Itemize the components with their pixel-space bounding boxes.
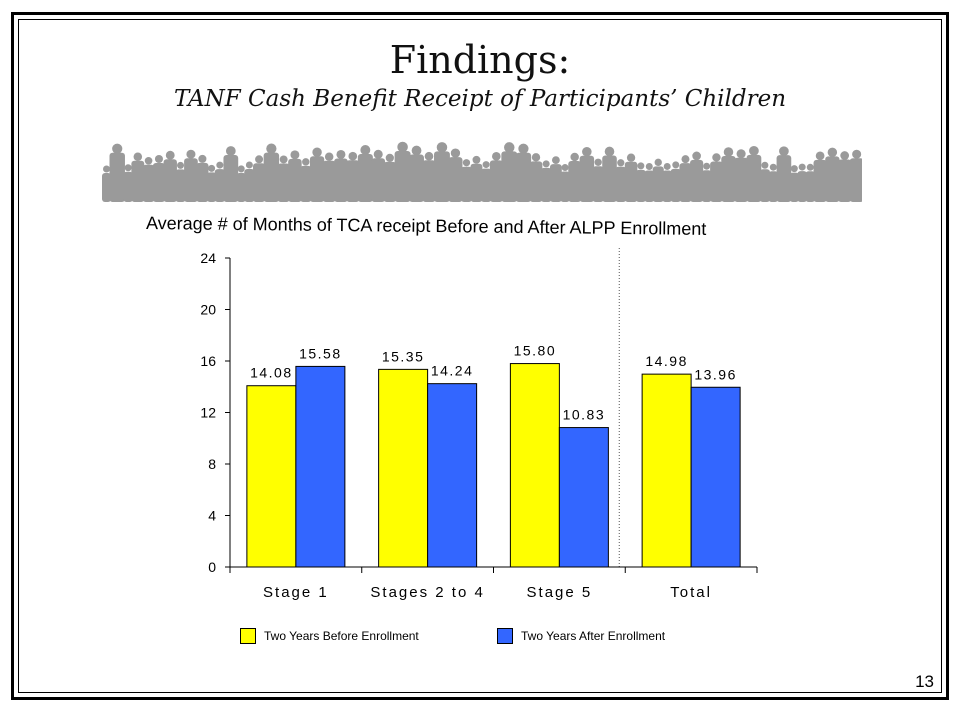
data-label: 15.80 [514,343,557,359]
y-tick-label: 8 [208,456,216,472]
y-tick-label: 4 [208,508,216,524]
bar-after [558,427,609,568]
legend-swatch-after [497,628,513,644]
data-label: 15.58 [299,345,342,361]
bar-after [690,386,741,568]
legend-label-before: Two Years Before Enrollment [264,629,419,643]
x-tick-label: Stage 1 [263,584,329,601]
slide-border-outer [11,12,949,700]
people-silhouette-banner [102,141,862,202]
data-label: 14.98 [645,353,688,369]
x-tick-label: Stages 2 to 4 [370,584,484,601]
data-label: 14.24 [431,363,474,379]
data-label: 10.83 [563,407,606,423]
bar-before [378,368,429,568]
y-tick-label: 12 [200,405,216,421]
x-tick-label: Stage 5 [527,584,593,601]
bar-before [509,363,560,568]
legend-item-after: Two Years After Enrollment [497,628,665,644]
silhouette-figures [102,141,862,202]
bar-before [246,385,297,568]
y-tick-label: 20 [200,302,216,318]
legend-item-before: Two Years Before Enrollment [240,628,419,644]
page-number: 13 [915,672,934,691]
slide-border-inner [18,19,942,693]
slide-title: Findings: [389,38,571,82]
legend-swatch-before [240,628,256,644]
data-label: 14.08 [250,365,293,381]
bar-after [295,365,346,568]
slide-subtitle: TANF Cash Benefit Receipt of Participant… [173,86,787,112]
bar-before [641,373,692,568]
legend-label-after: Two Years After Enrollment [521,629,666,643]
bar-after [427,383,478,568]
x-tick-label: Total [670,584,712,601]
data-label: 13.96 [694,366,737,382]
y-tick-label: 0 [208,559,216,575]
y-tick-label: 16 [200,353,216,369]
data-label: 15.35 [382,348,425,364]
y-tick-label: 24 [200,250,216,266]
